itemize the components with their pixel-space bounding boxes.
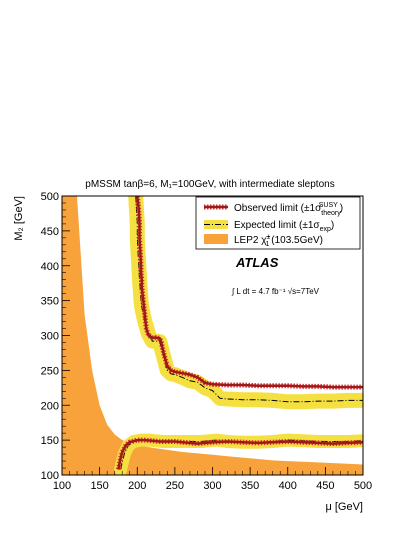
lep2-excluded-area (62, 196, 363, 475)
x-tick-label: 400 (279, 480, 297, 492)
y-tick-label: 300 (41, 331, 59, 343)
y-tick-label: 350 (41, 296, 59, 308)
atlas-label: ATLAS (235, 255, 279, 270)
y-tick-label: 250 (41, 365, 59, 377)
y-tick-label: 500 (41, 191, 59, 203)
chart-title: pMSSM tanβ=6, M₁=100GeV, with intermedia… (85, 179, 334, 190)
y-axis-label: M₂ [GeV] (13, 196, 25, 241)
legend-swatch-lep2 (204, 234, 228, 244)
legend-entry-lep2: LEP2 χ̃± 1 (103.5GeV) (204, 234, 323, 248)
x-axis-label: μ [GeV] (325, 501, 363, 513)
legend: Observed limit (±1σtheorySUSY) Expected … (195, 196, 361, 250)
y-tick-label: 100 (41, 470, 59, 482)
legend-entry-observed: Observed limit (±1σtheorySUSY) (204, 202, 343, 217)
y-tick-label: 200 (41, 400, 59, 412)
legend-label-expected: Expected limit (±1σexp) (234, 220, 334, 233)
observed-line-lower (117, 438, 363, 470)
legend-label-lep2: LEP2 χ̃± 1 (103.5GeV) (234, 234, 323, 248)
y-tick-label: 150 (41, 435, 59, 447)
plot-area (62, 196, 363, 475)
x-tick-label: 200 (128, 480, 146, 492)
legend-entry-expected: Expected limit (±1σexp) (204, 220, 334, 233)
y-tick-label: 400 (41, 261, 59, 273)
x-tick-label: 150 (90, 480, 108, 492)
x-tick-label: 450 (316, 480, 334, 492)
x-tick-label: 250 (166, 480, 184, 492)
y-tick-label: 450 (41, 226, 59, 238)
y-axis: 100 150 200 250 300 350 400 450 500 (41, 191, 70, 482)
x-tick-label: 100 (53, 480, 71, 492)
x-tick-label: 350 (241, 480, 259, 492)
legend-label-observed: Observed limit (±1σtheorySUSY) (234, 202, 343, 217)
x-tick-label: 500 (354, 480, 372, 492)
x-axis: 100 150 200 250 300 350 400 450 500 (53, 467, 372, 492)
x-tick-label: 300 (203, 480, 221, 492)
observed-line-upper (136, 196, 363, 389)
luminosity-label: ∫ L dt = 4.7 fb⁻¹ √s=7TeV (231, 287, 320, 296)
